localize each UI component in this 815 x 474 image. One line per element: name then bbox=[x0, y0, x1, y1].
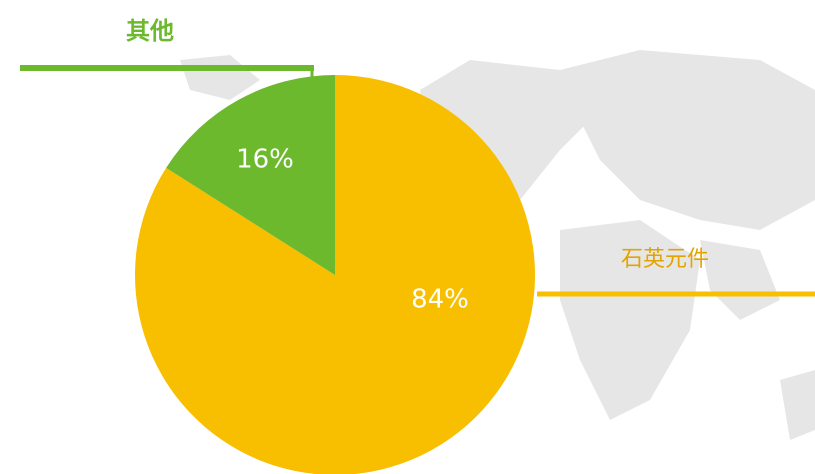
category-label: 其他 bbox=[126, 17, 174, 45]
slice-value-label: 84% bbox=[411, 285, 469, 315]
slice-value-label: 16% bbox=[236, 145, 294, 175]
pie-slice bbox=[166, 75, 335, 275]
category-label: 石英元件 bbox=[621, 247, 709, 272]
pie-slice bbox=[135, 75, 535, 474]
